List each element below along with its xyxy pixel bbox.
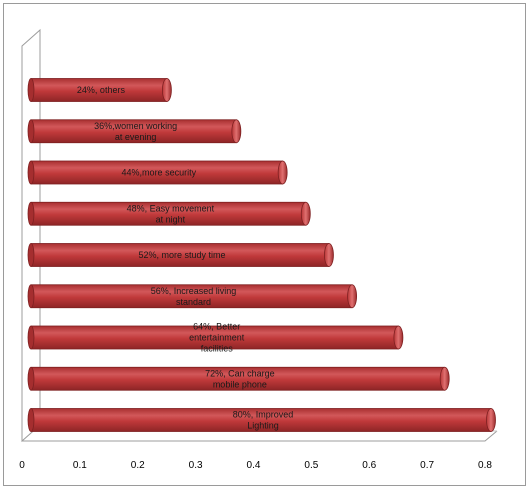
x-tick-label: 0.1	[73, 460, 87, 471]
bar-start-cap	[27, 160, 35, 185]
bar-end-cap	[231, 119, 242, 144]
bar-end-cap	[324, 243, 334, 267]
bar-start-cap	[27, 325, 35, 350]
bar: 52%, more study time	[27, 243, 334, 267]
bar: 24%, others	[27, 78, 172, 102]
bar-end-cap	[161, 78, 172, 102]
bar: 44%,more security	[27, 160, 288, 185]
bar-start-cap	[27, 284, 35, 309]
bar-start-cap	[27, 119, 35, 144]
bars-group: 24%, others 36%,women working at evening 44…	[27, 78, 496, 432]
x-tick-label: 0.5	[304, 460, 318, 471]
bar-start-cap	[27, 78, 35, 102]
x-tick-label: 0.6	[362, 460, 376, 471]
bar-end-cap	[277, 160, 288, 185]
bar-data-label: 48%, Easy movement at night	[127, 203, 215, 224]
x-tick-label: 0	[19, 460, 25, 471]
bar-data-label: 56%, Increased living standard	[151, 286, 237, 307]
bar-data-label: 72%, Can charge mobile phone	[205, 368, 275, 389]
bar: 36%,women working at evening	[27, 119, 242, 144]
bar-data-label: 80%, Improved Lighting	[233, 410, 294, 431]
bar: 72%, Can charge mobile phone	[27, 366, 450, 391]
bar-end-cap	[486, 408, 496, 432]
bar-data-label: 52%, more study time	[138, 250, 225, 260]
x-tick-label: 0.7	[420, 460, 434, 471]
bar-start-cap	[27, 366, 35, 391]
bar: 64%, Better entertainment facilities	[27, 322, 404, 354]
bar-end-cap	[347, 284, 358, 309]
bar-data-label: 44%,more security	[122, 168, 197, 178]
bar-data-label: 64%, Better entertainment facilities	[189, 322, 245, 354]
bar-start-cap	[27, 408, 35, 432]
bar: 56%, Increased living standard	[27, 284, 358, 309]
bar: 80%, Improved Lighting	[27, 408, 496, 432]
x-tick-label: 0.3	[189, 460, 203, 471]
bar-end-cap	[393, 325, 404, 350]
bar-data-label: 36%,women working at evening	[94, 121, 177, 142]
bar-start-cap	[27, 243, 35, 267]
bar-end-cap	[300, 201, 311, 226]
x-tick-label: 0.4	[247, 460, 261, 471]
bar: 48%, Easy movement at night	[27, 201, 311, 226]
bar-start-cap	[27, 201, 35, 226]
x-tick-label: 0.8	[478, 460, 492, 471]
floor-edge	[22, 430, 498, 442]
bar-end-cap	[439, 366, 450, 391]
bar-data-label: 24%, others	[77, 85, 126, 95]
x-tick-label: 0.2	[131, 460, 145, 471]
x-tick-labels: 0 0.1 0.2 0.3 0.4 0.5 0.6 0.7 0.8	[19, 460, 492, 471]
